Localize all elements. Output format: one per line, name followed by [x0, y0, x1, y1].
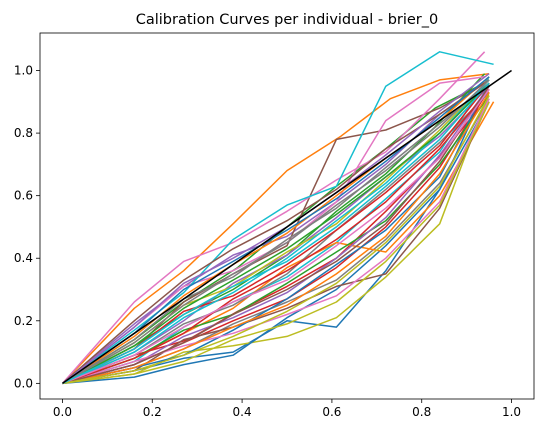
reference-line-group [62, 69, 512, 384]
series-line-32 [62, 92, 490, 385]
series-line-33 [62, 82, 490, 385]
series-line-25 [62, 85, 490, 385]
series-line-5 [62, 79, 490, 384]
series-line-20 [62, 51, 494, 385]
x-tick-label: 0.4 [233, 405, 252, 419]
series-line-27 [62, 98, 490, 385]
series-line-18 [62, 91, 490, 385]
series-line-28 [62, 82, 490, 385]
series-line-24 [62, 82, 490, 385]
series-line-30 [62, 79, 490, 385]
x-tick-label: 0.0 [53, 405, 72, 419]
series-line-36 [62, 85, 490, 385]
series-line-40 [62, 82, 490, 385]
y-tick-label: 0.2 [14, 314, 33, 328]
series-line-38 [62, 79, 490, 385]
series-group [61, 51, 495, 385]
y-tick-label: 0.4 [14, 251, 33, 265]
series-line-16 [62, 101, 490, 385]
series-line-34 [62, 88, 490, 385]
plot-frame [39, 32, 535, 400]
axes-group: 0.0 0.2 0.4 0.6 0.8 1.0 0.0 0.2 0.4 0.6 0.8 1.0 [14, 32, 535, 419]
x-tick-label: 0.2 [143, 405, 162, 419]
series-line-9 [62, 92, 490, 385]
y-tick-label: 0.8 [14, 126, 33, 140]
series-line-29 [62, 101, 490, 385]
perfect-calibration-line [62, 69, 512, 384]
series-line-2 [61, 72, 490, 384]
x-tick-label: 0.8 [412, 405, 431, 419]
x-tick-label: 0.6 [322, 405, 341, 419]
y-tick-label: 0.6 [14, 189, 33, 203]
series-line-39 [62, 95, 490, 385]
chart-title: Calibration Curves per individual - brie… [136, 12, 439, 28]
series-line-31 [62, 76, 490, 385]
x-tick-label: 1.0 [502, 405, 521, 419]
y-tick-label: 0.0 [14, 376, 33, 390]
y-tick-label: 1.0 [14, 64, 33, 78]
series-line-37 [62, 88, 490, 385]
series-line-11 [62, 101, 490, 385]
series-line-7 [61, 51, 486, 384]
series-line-35 [62, 73, 490, 384]
